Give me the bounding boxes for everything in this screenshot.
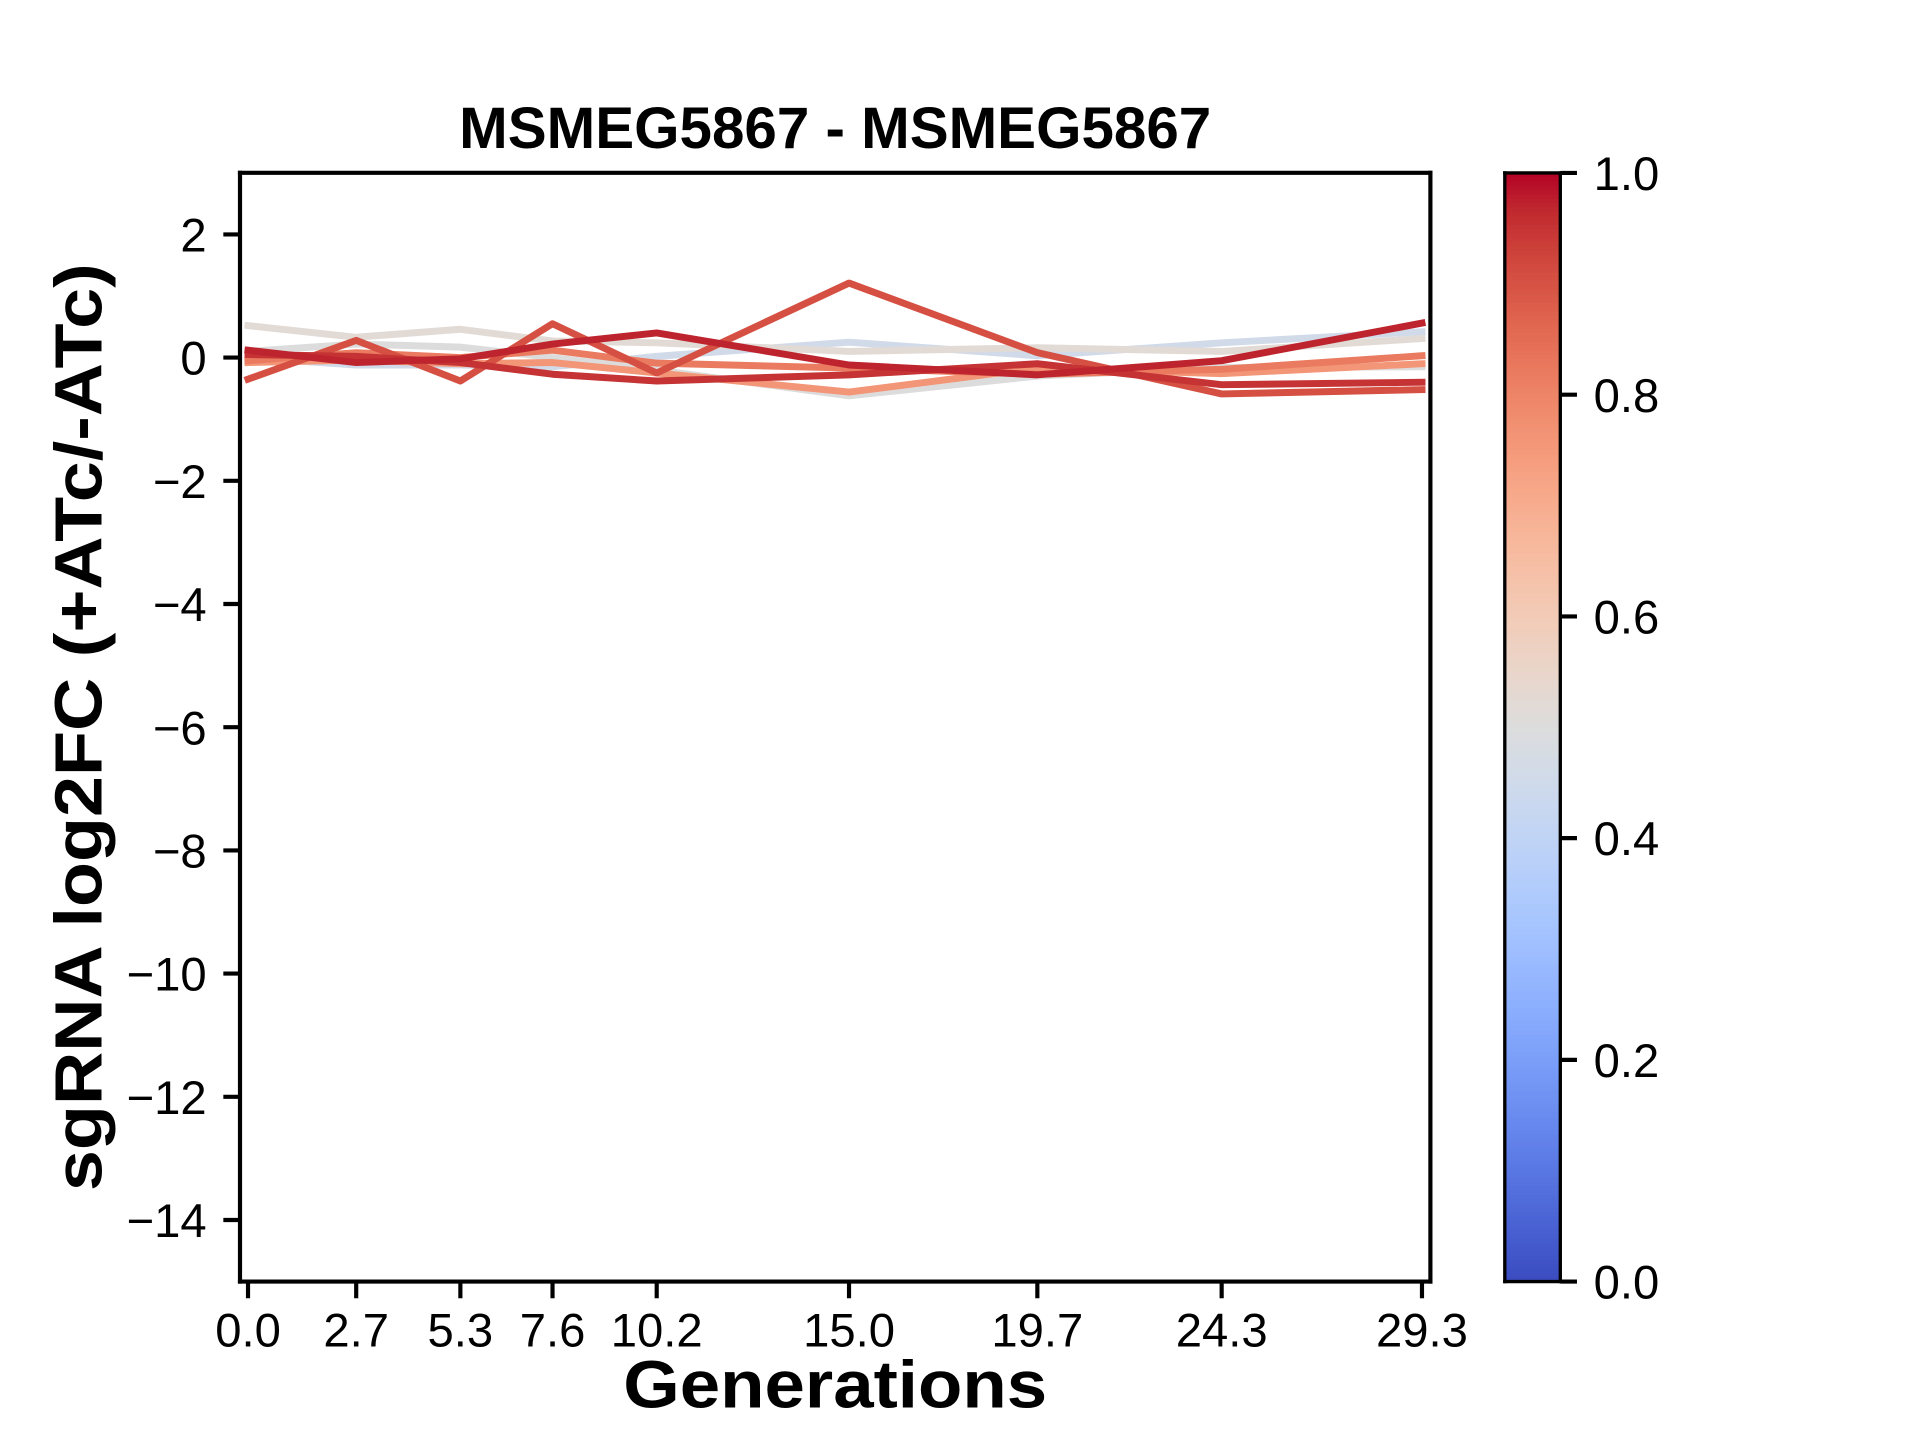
svg-text:19.7: 19.7 [991, 1304, 1083, 1357]
svg-text:MSMEG5867 - MSMEG5867: MSMEG5867 - MSMEG5867 [459, 96, 1211, 161]
svg-text:29.3: 29.3 [1376, 1304, 1468, 1357]
svg-text:0.6: 0.6 [1594, 592, 1660, 645]
svg-text:Generations: Generations [623, 1348, 1047, 1422]
svg-text:24.3: 24.3 [1176, 1304, 1268, 1357]
svg-text:−6: −6 [153, 702, 207, 755]
svg-text:0.0: 0.0 [1594, 1257, 1660, 1310]
svg-text:2.7: 2.7 [323, 1304, 389, 1357]
svg-text:−4: −4 [153, 579, 207, 632]
svg-text:0: 0 [180, 333, 206, 386]
svg-text:−2: −2 [153, 456, 207, 509]
svg-text:15.0: 15.0 [803, 1304, 895, 1357]
svg-text:−10: −10 [127, 949, 207, 1002]
svg-text:0.2: 0.2 [1594, 1035, 1660, 1088]
svg-text:0.4: 0.4 [1594, 813, 1660, 866]
svg-text:2: 2 [180, 210, 206, 263]
svg-text:10.2: 10.2 [611, 1304, 703, 1357]
svg-text:sgRNA log2FC (+ATc/-ATc): sgRNA log2FC (+ATc/-ATc) [42, 263, 116, 1191]
svg-text:5.3: 5.3 [428, 1304, 494, 1357]
svg-text:1.0: 1.0 [1594, 148, 1660, 201]
svg-text:0.8: 0.8 [1594, 370, 1660, 423]
svg-text:−8: −8 [153, 826, 207, 879]
svg-text:−12: −12 [127, 1072, 207, 1125]
svg-text:0.0: 0.0 [215, 1304, 281, 1357]
svg-text:−14: −14 [127, 1195, 207, 1248]
svg-text:7.6: 7.6 [520, 1304, 586, 1357]
